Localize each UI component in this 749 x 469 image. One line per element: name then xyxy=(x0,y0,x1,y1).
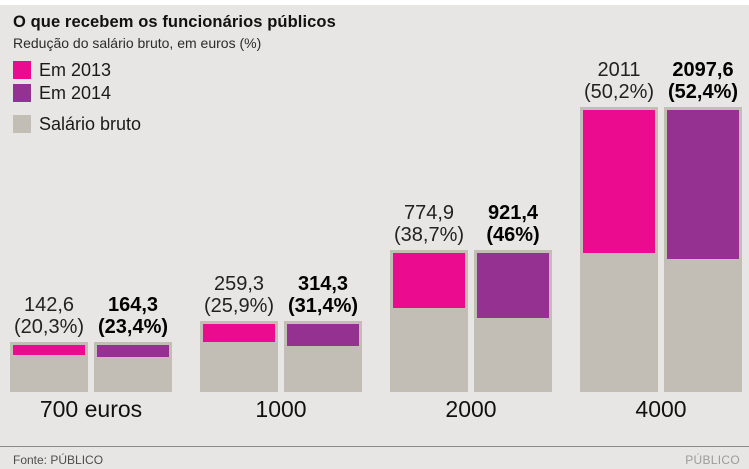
bar-2000-em-2014 xyxy=(474,249,552,392)
source-credit: Fonte: PÚBLICO xyxy=(13,453,104,467)
value-label: 164,3 (23,4%) xyxy=(58,294,208,338)
top-white-strip xyxy=(0,0,749,5)
reduction-segment xyxy=(583,110,655,254)
value-euros: 164,3 xyxy=(107,294,159,317)
legend-swatch-2014 xyxy=(13,84,31,102)
axis-label: 700 euros xyxy=(39,396,143,422)
value-euros: 314,3 xyxy=(297,272,349,295)
value-euros: 142,6 xyxy=(23,294,75,317)
reduction-segment xyxy=(287,323,359,347)
axis-label: 2000 xyxy=(445,396,497,422)
value-percent: (46%) xyxy=(486,223,540,246)
value-euros: 259,3 xyxy=(213,272,265,295)
bar-2000-em-2013 xyxy=(390,249,468,392)
reduction-segment xyxy=(393,252,465,308)
value-label: 259,3 (25,9%) xyxy=(164,273,314,317)
reduction-segment xyxy=(13,345,85,356)
value-percent: (25,9%) xyxy=(203,294,275,317)
reduction-segment xyxy=(477,252,549,319)
value-euros: 2011 xyxy=(597,59,641,82)
value-percent: (31,4%) xyxy=(287,294,359,317)
legend-label-2013: Em 2013 xyxy=(39,59,112,80)
value-percent: (38,7%) xyxy=(393,223,465,246)
legend-label-2014: Em 2014 xyxy=(39,82,112,103)
value-percent: (50,2%) xyxy=(583,81,655,104)
value-euros: 921,4 xyxy=(487,201,539,224)
legend-item-2014: Em 2014 xyxy=(13,82,112,103)
axis-label: 4000 xyxy=(635,396,687,422)
value-euros: 774,9 xyxy=(403,201,455,224)
value-label: 314,3 (31,4%) xyxy=(248,273,398,317)
reduction-segment xyxy=(667,110,739,260)
value-label: 2097,6 (52,4%) xyxy=(628,59,749,103)
footer: Fonte: PÚBLICO PÚBLICO xyxy=(0,451,749,469)
value-percent: (23,4%) xyxy=(97,316,169,339)
value-percent: (20,3%) xyxy=(13,316,85,339)
publication-brand: PÚBLICO xyxy=(685,453,740,467)
bar-700-em-2013 xyxy=(10,342,88,392)
page-title: O que recebem os funcionários públicos xyxy=(13,13,336,31)
page-subtitle: Redução do salário bruto, em euros (%) xyxy=(13,35,262,51)
bar-1000-em-2013 xyxy=(200,320,278,392)
footer-divider xyxy=(0,446,749,447)
reduction-segment xyxy=(203,323,275,343)
bar-4000-em-2013 xyxy=(580,107,658,392)
value-percent: (52,4%) xyxy=(667,81,739,104)
legend-swatch-2013 xyxy=(13,61,31,79)
legend-item-gross-salary: Salário bruto xyxy=(13,113,142,134)
value-label: 774,9 (38,7%) xyxy=(354,202,504,246)
value-euros: 2097,6 xyxy=(672,59,734,82)
bar-4000-em-2014 xyxy=(664,107,742,392)
axis-label: 1000 xyxy=(255,396,307,422)
bar-700-em-2014 xyxy=(94,342,172,392)
value-label: 2011 (50,2%) xyxy=(544,59,694,103)
bar-1000-em-2014 xyxy=(284,320,362,392)
value-label: 921,4 (46%) xyxy=(438,202,588,246)
chart-header: O que recebem os funcionários públicos R… xyxy=(13,13,336,51)
legend-item-2013: Em 2013 xyxy=(13,59,112,80)
reduction-segment xyxy=(97,345,169,357)
legend-swatch-gross-salary xyxy=(13,115,31,133)
legend-label-gross-salary: Salário bruto xyxy=(39,113,142,134)
value-label: 142,6 (20,3%) xyxy=(0,294,124,338)
